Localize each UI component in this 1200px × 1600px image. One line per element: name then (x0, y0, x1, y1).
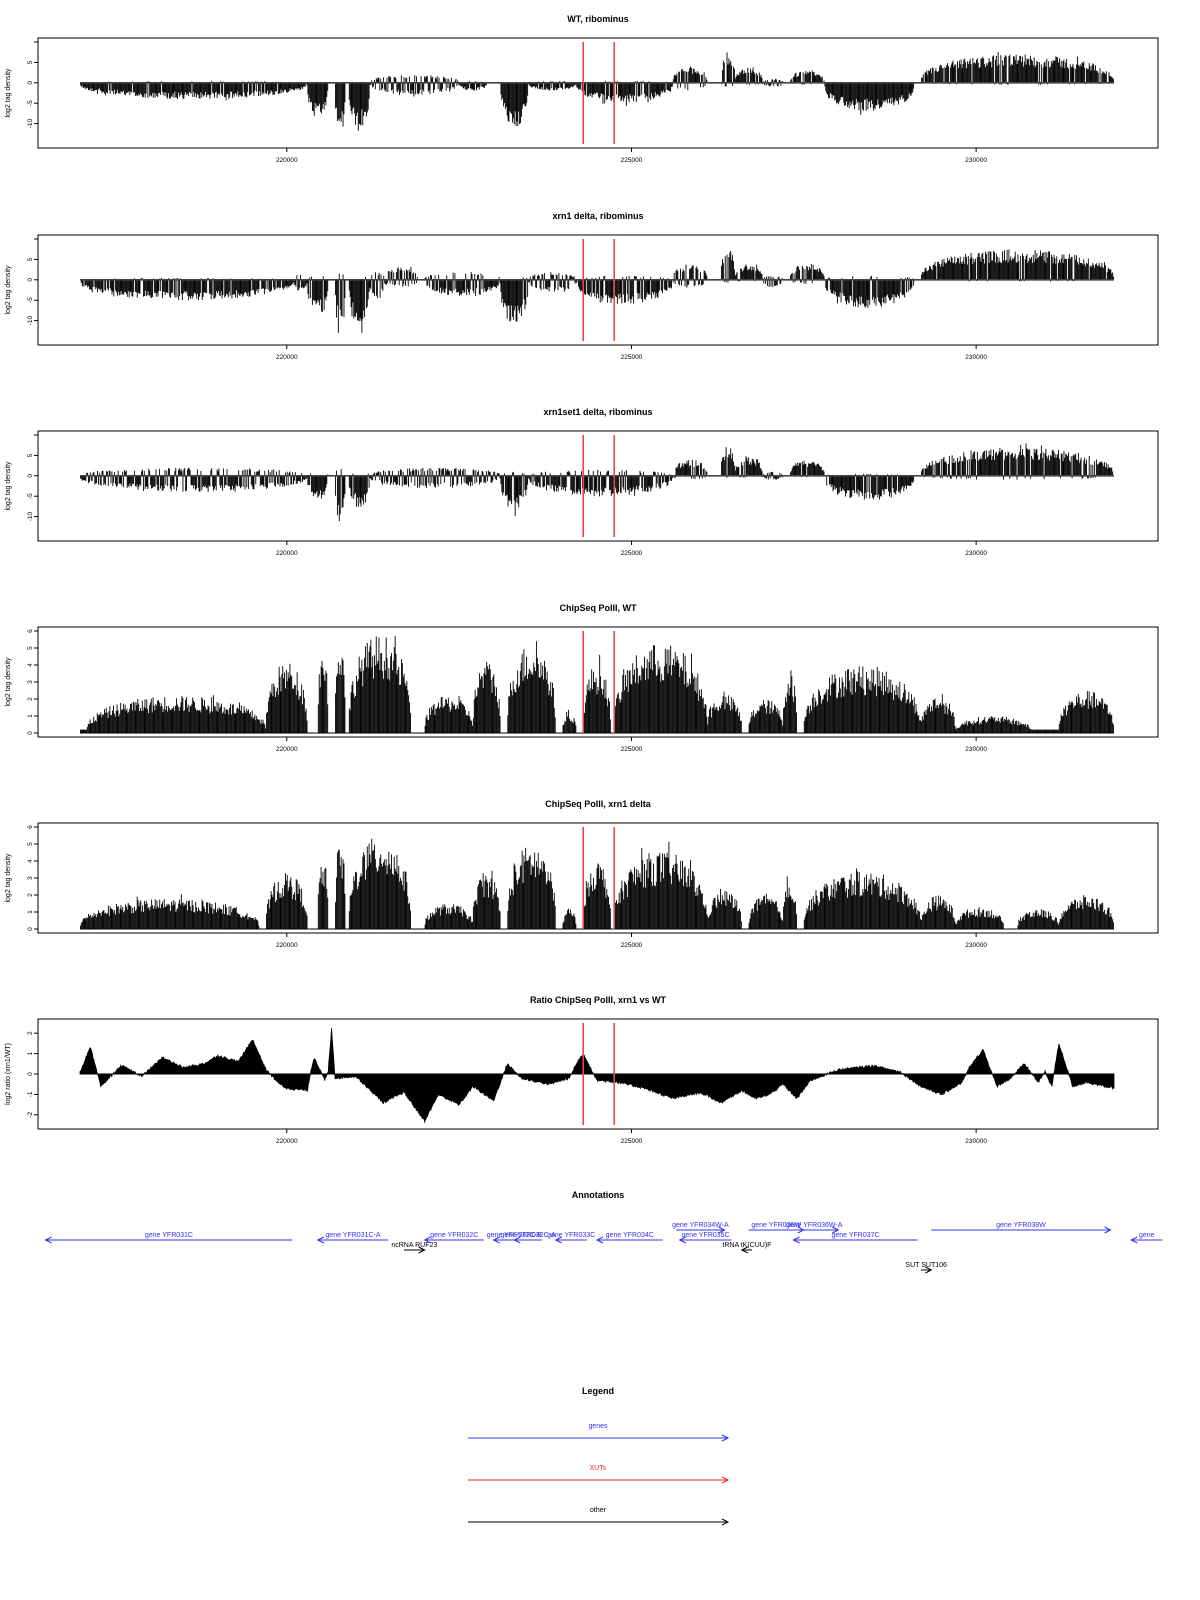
y-tick-label: -5 (27, 493, 34, 499)
panel-1: WT, ribominus log2 tag density 5 0 -5 -10 2200… (5, 14, 1159, 164)
panel-5: ChipSeq PolII, xrn1 delta log2 tag densit… (5, 799, 1159, 949)
x-tick-label: 230000 (965, 746, 987, 753)
y-tick-label: 4 (27, 859, 34, 863)
x-tick-label: 220000 (276, 354, 298, 361)
x-tick-label: 225000 (621, 354, 643, 361)
y-tick-label: 0 (27, 731, 34, 735)
x-tick-label: 225000 (621, 157, 643, 164)
y-tick-label: 0 (27, 474, 34, 478)
y-tick-label: -10 (27, 316, 34, 326)
y-tick-label: 0 (27, 278, 34, 282)
y-tick-label: -5 (27, 297, 34, 303)
y-axis-label: log2 tag density (5, 657, 12, 707)
x-tick-label: 220000 (276, 942, 298, 949)
plot-frame (37, 37, 1159, 149)
x-tick-label: 225000 (621, 550, 643, 557)
y-tick-label: 6 (27, 629, 34, 633)
bar-series (79, 636, 1114, 733)
y-tick-label: 3 (27, 680, 34, 684)
y-tick-label: 1 (27, 714, 34, 718)
x-tick-label: 225000 (621, 746, 643, 753)
bar-series (79, 443, 1114, 522)
y-tick-label: 0 (27, 927, 34, 931)
x-tick-label: 225000 (621, 942, 643, 949)
y-axis-label: log2 tag density (5, 265, 12, 315)
chart-title: ChipSeq PolII, WT (560, 603, 637, 613)
x-tick-label: 220000 (276, 157, 298, 164)
x-tick-label: 230000 (965, 157, 987, 164)
y-tick-label: -5 (27, 100, 34, 106)
x-tick-label: 230000 (965, 354, 987, 361)
panel-4: ChipSeq PolII, WT log2 tag density 0 1 2 3 4 5 6… (5, 603, 1159, 753)
y-tick-label: 3 (27, 876, 34, 880)
bar-series (80, 838, 1114, 929)
chart-title: WT, ribominus (567, 14, 629, 24)
panel-2: xrn1 delta, ribominus log2 tag density 5 0 -… (5, 211, 1159, 361)
y-tick-label: 6 (27, 825, 34, 829)
chart-title: xrn1 delta, ribominus (552, 211, 643, 221)
y-tick-label: 5 (27, 646, 34, 650)
chart-title: ChipSeq PolII, xrn1 delta (545, 799, 652, 809)
y-tick-label: 5 (27, 257, 34, 261)
y-tick-label: 0 (27, 81, 34, 85)
y-axis-label: log2 tag density (5, 853, 12, 903)
panel-3: xrn1set1 delta, ribominus log2 tag densit… (5, 407, 1159, 557)
plot-frame (37, 234, 1159, 346)
bar-series (80, 249, 1114, 333)
x-tick-label: 220000 (276, 746, 298, 753)
x-tick-label: 230000 (965, 550, 987, 557)
y-tick-label: 2 (27, 893, 34, 897)
chart-title: xrn1set1 delta, ribominus (543, 407, 652, 417)
y-tick-label: 1 (27, 910, 34, 914)
y-tick-label: -10 (27, 119, 34, 129)
bar-series (79, 51, 1114, 131)
plot-frame (37, 430, 1159, 542)
y-tick-label: 5 (27, 60, 34, 64)
y-tick-label: 5 (27, 453, 34, 457)
y-tick-label: 2 (27, 697, 34, 701)
x-tick-label: 220000 (276, 550, 298, 557)
y-tick-label: 5 (27, 842, 34, 846)
y-tick-label: 4 (27, 663, 34, 667)
y-tick-label: -10 (27, 512, 34, 522)
x-tick-label: 230000 (965, 942, 987, 949)
y-axis-label: log2 tag density (5, 461, 12, 511)
y-axis-label: log2 tag density (5, 68, 12, 118)
